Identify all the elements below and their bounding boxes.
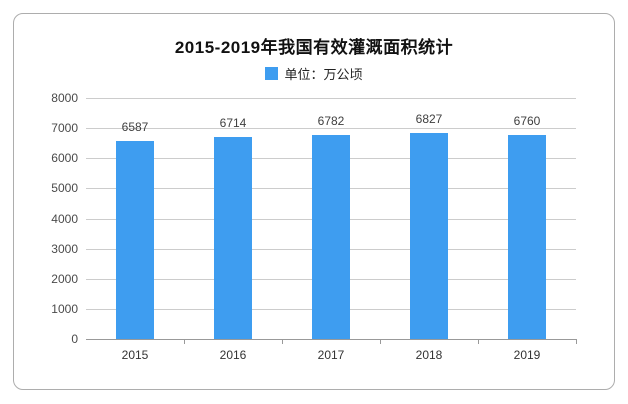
y-axis-tick-label: 8000	[51, 91, 78, 105]
y-axis-tick-label: 5000	[51, 181, 78, 196]
bar-value-label: 6714	[219, 115, 247, 130]
x-axis-tick	[282, 339, 283, 344]
y-axis-tick-label: 1000	[51, 301, 78, 316]
x-axis-category-label: 2017	[317, 348, 345, 362]
plot-area: 0 1000 2000 3000 4000 5000 6000 7000 8000 6587 201…	[51, 91, 577, 362]
legend-label: 单位：万公顷	[284, 67, 363, 82]
bar-2015	[116, 140, 154, 339]
y-axis-tick-label: 3000	[51, 241, 78, 256]
bar-2017	[312, 134, 350, 339]
bar-value-label: 6760	[513, 114, 541, 129]
x-axis-category-label: 2018	[415, 348, 443, 362]
y-axis-tick-label: 6000	[51, 151, 78, 166]
bar-value-label: 6827	[415, 112, 443, 127]
bar-value-label: 6782	[317, 113, 345, 128]
chart-card: 2015-2019年我国有效灌溉面积统计 单位：万公顷 0 1000 2000 300…	[13, 13, 615, 390]
gridline	[86, 128, 576, 130]
x-axis-tick	[184, 339, 185, 344]
x-axis-category-label: 2015	[121, 348, 149, 362]
bar-2018	[410, 133, 448, 339]
x-axis-category-label: 2019	[513, 348, 541, 362]
y-axis-tick-label: 4000	[51, 211, 78, 226]
bar-2016	[214, 136, 252, 339]
y-axis-tick-label: 7000	[51, 121, 78, 136]
legend-swatch-icon	[265, 67, 279, 80]
x-axis-line	[86, 339, 576, 340]
x-axis-tick	[478, 339, 479, 344]
y-axis-tick-label: 2000	[51, 271, 78, 286]
gridline	[86, 98, 576, 99]
x-axis-tick	[380, 339, 381, 344]
y-axis-tick-label: 0	[71, 332, 78, 346]
bar-value-label: 6587	[121, 119, 149, 134]
chart-title: 2015-2019年我国有效灌溉面积统计	[174, 38, 454, 57]
legend: 单位：万公顷	[14, 64, 614, 83]
x-axis-category-label: 2016	[219, 348, 247, 362]
x-axis-tick	[576, 339, 577, 344]
bar-2019	[508, 135, 546, 339]
